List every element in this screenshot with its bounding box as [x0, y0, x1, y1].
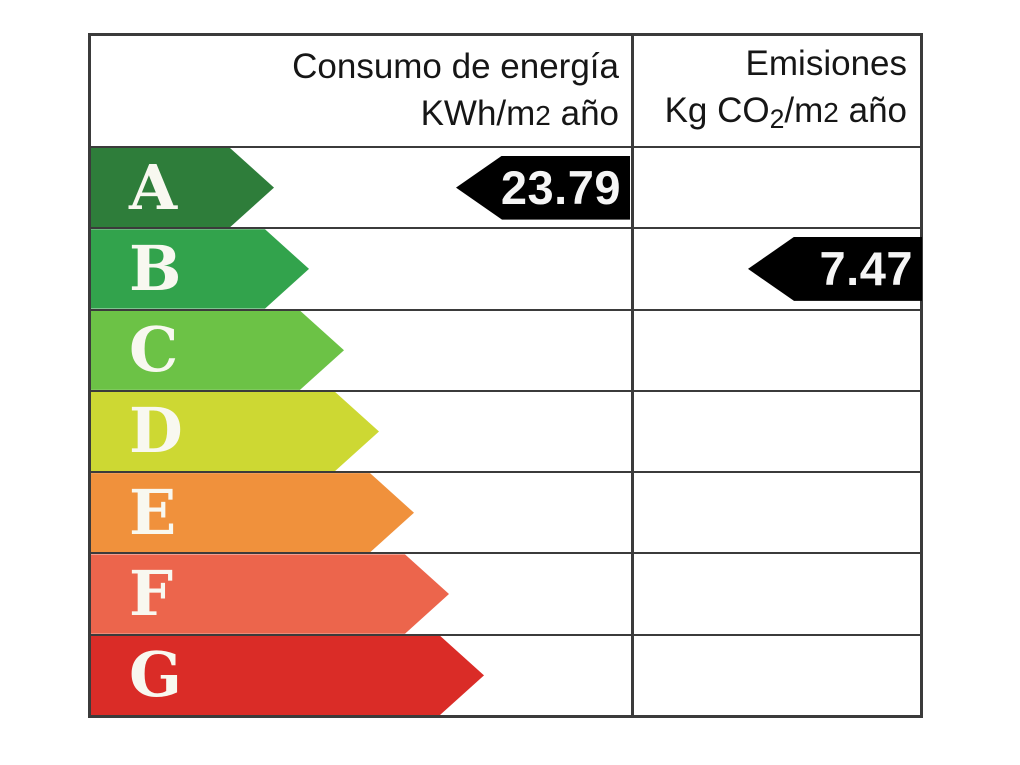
rating-arrow-e: E: [91, 473, 414, 552]
rating-letter-b: B: [129, 231, 182, 305]
emissions-superscript-2: 2: [823, 96, 839, 128]
rating-letter-d: D: [129, 394, 183, 468]
emissions-cell-d: [631, 391, 920, 472]
consumption-cell-a: A 23.79: [91, 148, 631, 227]
rating-row-a: A 23.79: [91, 146, 920, 228]
rating-arrow-a: A: [91, 148, 274, 227]
rating-arrow-f: F: [91, 554, 449, 633]
consumption-cell-g: G: [91, 636, 631, 715]
consumption-cell-b: B: [91, 229, 631, 308]
energy-rating-table: Consumo de energía KWh/m2 año Emisiones …: [88, 33, 923, 718]
rating-row-c: C: [91, 308, 920, 390]
header-emissions: Emisiones Kg CO2/m2 año: [631, 36, 920, 146]
emissions-value-arrow: 7.47: [748, 236, 922, 301]
emissions-cell-c: [631, 310, 920, 390]
rating-letter-c: C: [129, 313, 179, 387]
table-header-row: Consumo de energía KWh/m2 año Emisiones …: [91, 36, 920, 146]
emissions-cell-a: [631, 148, 920, 228]
rating-arrow-g: G: [91, 636, 484, 715]
header-consumption: Consumo de energía KWh/m2 año: [91, 36, 631, 146]
rating-arrow-c: C: [91, 311, 344, 390]
header-emissions-line2: Kg CO2/m2 año: [664, 90, 907, 134]
rating-letter-f: F: [129, 557, 174, 631]
consumption-cell-f: F: [91, 554, 631, 633]
header-consumption-line2: KWh/m2 año: [420, 94, 619, 133]
rating-letter-g: G: [129, 638, 182, 712]
rating-arrow-d: D: [91, 392, 379, 471]
rating-letter-e: E: [129, 475, 177, 549]
rating-row-d: D: [91, 389, 920, 472]
emissions-cell-f: [631, 554, 920, 634]
header-consumption-line1: Consumo de energía: [292, 47, 619, 86]
emissions-cell-b: 7.47: [631, 229, 922, 309]
co2-subscript-2: 2: [769, 103, 785, 134]
emissions-cell-e: [631, 473, 920, 553]
rating-letter-a: A: [129, 150, 178, 224]
rating-row-g: G: [91, 633, 920, 715]
consumption-value: 23.79: [500, 161, 621, 215]
consumption-cell-e: E: [91, 473, 631, 552]
consumption-value-arrow: 23.79: [456, 155, 630, 220]
consumption-cell-d: D: [91, 392, 631, 471]
rating-row-e: E: [91, 471, 920, 553]
emissions-value: 7.47: [819, 242, 913, 296]
consumption-cell-c: C: [91, 311, 631, 390]
rating-row-f: F: [91, 552, 920, 634]
emissions-cell-g: [631, 635, 920, 715]
rating-row-b: B 7.47: [91, 227, 922, 309]
consumption-superscript-2: 2: [535, 100, 551, 131]
header-emissions-line1: Emisiones: [745, 43, 907, 83]
rating-arrow-b: B: [91, 229, 309, 308]
